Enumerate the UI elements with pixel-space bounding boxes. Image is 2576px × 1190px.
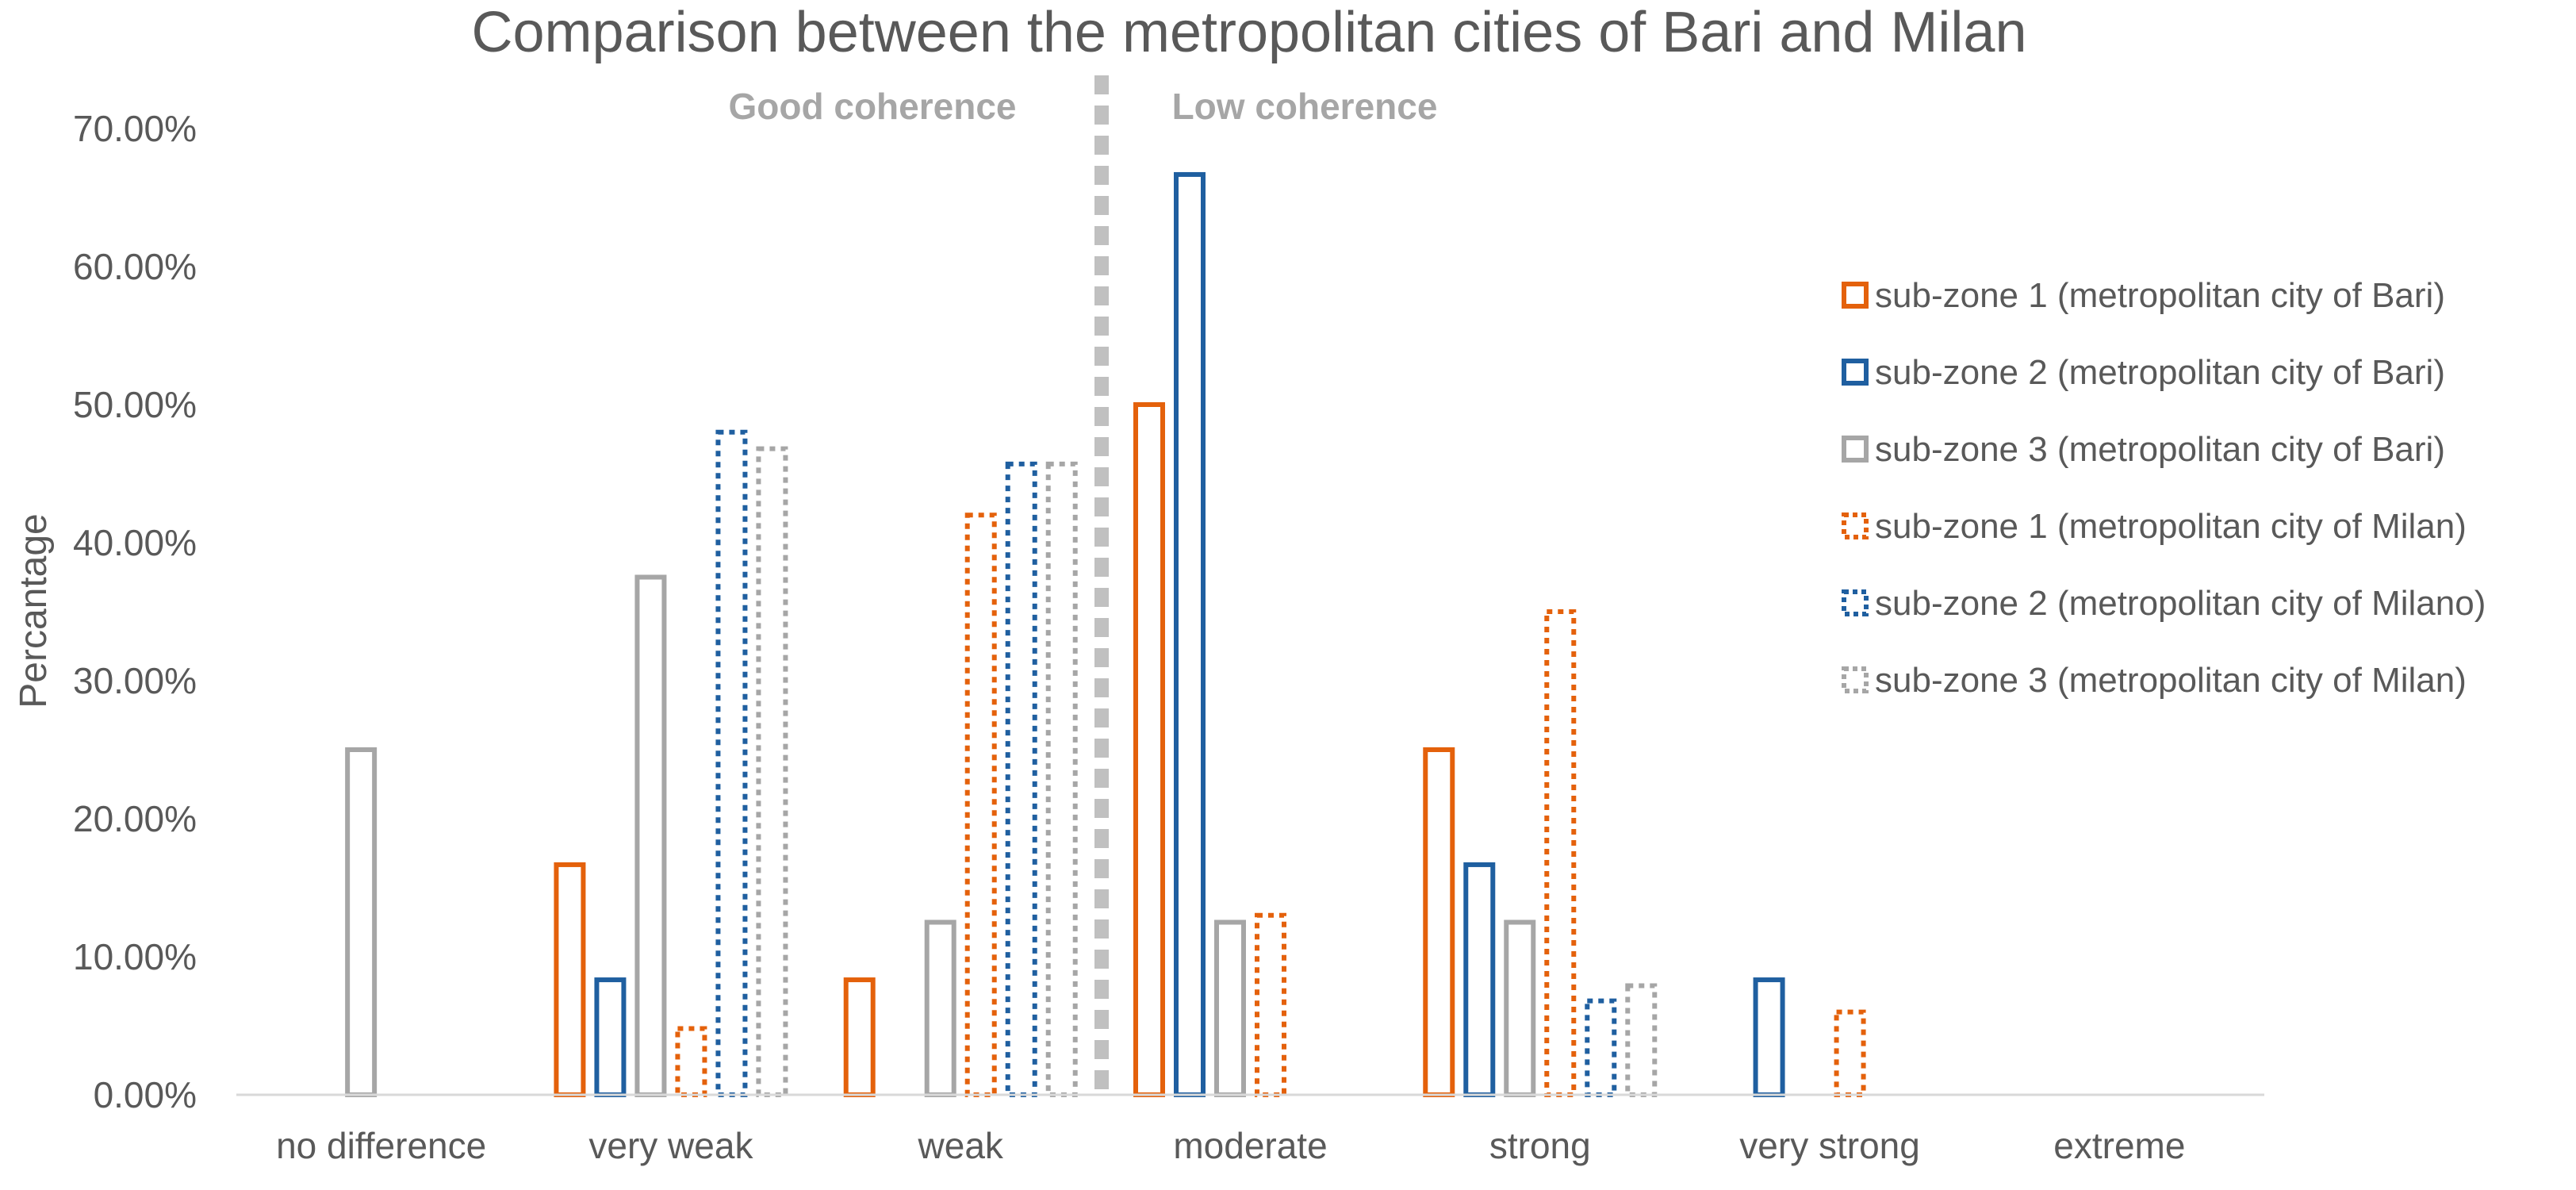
bar [675,1026,707,1097]
annotation-low-coherence: Low coherence [1172,86,1438,127]
y-tick-label: 30.00% [73,660,197,701]
y-tick-label: 0.00% [94,1074,197,1115]
legend-swatch [1842,589,1869,616]
bar [1585,998,1617,1098]
bar [1544,609,1577,1097]
x-tick-label: no difference [276,1125,486,1166]
bar [1753,977,1785,1097]
legend-label: sub-zone 1 (metropolitan city of Milan) [1875,507,2467,546]
legend-swatch [1842,666,1869,693]
bar [1005,461,1037,1097]
bar [1174,171,1206,1097]
bar [554,862,586,1098]
y-tick-label: 20.00% [73,798,197,839]
bar [756,446,788,1097]
y-tick-label: 10.00% [73,936,197,977]
bar [1045,461,1078,1097]
chart-title: Comparison between the metropolitan citi… [471,1,2026,64]
legend-swatch [1842,436,1869,463]
legend-swatch [1842,359,1869,386]
y-tick-label: 70.00% [73,108,197,149]
y-tick-label: 50.00% [73,384,197,425]
legend-label: sub-zone 2 (metropolitan city of Bari) [1875,353,2445,392]
legend-swatch [1842,282,1869,309]
y-axis-title: Percantage [13,513,55,708]
legend-label: sub-zone 2 (metropolitan city of Milano) [1875,584,2486,623]
bar [1504,919,1536,1097]
y-axis: 0.00% 10.00% 20.00% 30.00% 40.00% 50.00% 60.00… [73,108,197,1115]
y-tick-label: 60.00% [73,246,197,287]
legend-swatch [1842,512,1869,539]
x-tick-label: very weak [588,1125,753,1166]
x-tick-label: strong [1489,1125,1591,1166]
legend-label: sub-zone 3 (metropolitan city of Milan) [1875,661,2467,700]
x-tick-label: extreme [2053,1125,2185,1166]
bar [715,429,748,1097]
bar [1625,983,1658,1098]
legend-label: sub-zone 1 (metropolitan city of Bari) [1875,276,2445,315]
bar [843,977,876,1097]
bar [594,977,627,1097]
bar [1255,912,1286,1098]
bar [924,919,956,1097]
bar [1423,747,1455,1097]
annotation-good-coherence: Good coherence [729,86,1017,127]
bar [1463,862,1496,1098]
x-tick-label: moderate [1173,1125,1327,1166]
x-axis: no difference very weak weak moderate strong… [276,1125,2185,1166]
bar [964,512,997,1097]
bar [345,747,378,1097]
x-tick-label: weak [918,1125,1004,1166]
y-tick-label: 40.00% [73,522,197,563]
legend: sub-zone 1 (metropolitan city of Bari) su… [1842,276,2486,700]
bar [1214,919,1246,1097]
legend-label: sub-zone 3 (metropolitan city of Bari) [1875,430,2445,469]
bar [1133,402,1165,1097]
bar [1834,1009,1866,1097]
x-tick-label: very strong [1739,1125,1920,1166]
bar [634,574,667,1097]
